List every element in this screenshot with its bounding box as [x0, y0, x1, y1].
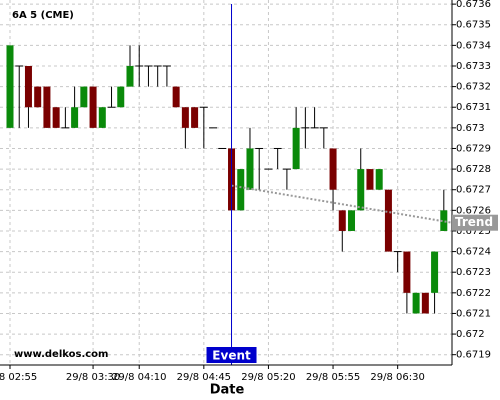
- y-tick-label: 0.6732: [456, 82, 491, 93]
- y-tick-label: 0.6736: [456, 0, 491, 10]
- y-tick-label: 0.6728: [456, 164, 491, 175]
- y-tick-label: 0.672: [456, 329, 485, 340]
- event-label-box: [206, 347, 257, 363]
- candle-body: [172, 86, 180, 108]
- trend-label-box: [452, 214, 498, 231]
- candle-body: [403, 251, 411, 293]
- y-tick-label: 0.6722: [456, 288, 491, 299]
- x-tick-label: 29/8 03:30: [66, 372, 120, 383]
- x-tick-label: 29/8 02:55: [0, 372, 37, 383]
- candle-body: [348, 210, 356, 231]
- x-tick-label: 29/8 05:20: [241, 372, 295, 383]
- candle-body: [6, 45, 14, 128]
- candle-body: [52, 107, 60, 128]
- y-tick-label: 0.6729: [456, 143, 491, 154]
- candle-body: [421, 292, 429, 314]
- candle-body: [412, 292, 420, 314]
- candle-body: [375, 169, 383, 190]
- trend-label: Trend: [455, 215, 493, 229]
- trend-line: [231, 184, 453, 224]
- y-tick-label: 0.6734: [456, 40, 491, 51]
- y-tick-label: 0.6733: [456, 61, 491, 72]
- x-tick-label: 29/8 04:10: [112, 372, 166, 383]
- candle-body: [237, 169, 245, 211]
- y-tick-label: 0.6726: [456, 205, 491, 216]
- candle-body: [329, 148, 337, 190]
- candle-body: [89, 86, 97, 128]
- y-tick-label: 0.6719: [456, 350, 491, 361]
- candle-body: [117, 86, 125, 108]
- x-tick-label: 29/8 04:45: [177, 372, 231, 383]
- y-tick-label: 0.6725: [456, 226, 491, 237]
- candle-body: [366, 169, 374, 190]
- candle-body: [357, 169, 365, 211]
- candle-body: [181, 107, 189, 128]
- candle-body: [43, 86, 51, 128]
- candle-body: [384, 189, 392, 252]
- x-axis-title: Date: [210, 383, 245, 398]
- candle-body: [191, 107, 199, 128]
- candle-body: [71, 107, 79, 128]
- candle-body: [292, 127, 300, 170]
- candle-body: [440, 210, 448, 231]
- y-tick-label: 0.6721: [456, 308, 491, 319]
- candle-body: [80, 86, 88, 108]
- chart-title: 6A 5 (CME): [12, 10, 74, 21]
- candle-body: [98, 107, 106, 128]
- y-tick-label: 0.6727: [456, 185, 491, 196]
- candle-body: [431, 251, 439, 293]
- event-label: Event: [212, 349, 251, 363]
- watermark: www.delkos.com: [14, 349, 108, 360]
- x-tick-label: 29/8 05:55: [306, 372, 360, 383]
- y-tick-label: 0.6731: [456, 102, 491, 113]
- x-tick-label: 29/8 06:30: [370, 372, 424, 383]
- y-tick-label: 0.6735: [456, 20, 491, 31]
- candle-body: [246, 148, 254, 190]
- candle-body: [34, 86, 42, 108]
- candle-body: [338, 210, 346, 231]
- candle-body: [24, 65, 32, 108]
- y-tick-label: 0.6724: [456, 247, 491, 258]
- y-tick-label: 0.6723: [456, 267, 491, 278]
- candle-body: [126, 65, 134, 87]
- y-tick-label: 0.673: [456, 123, 485, 134]
